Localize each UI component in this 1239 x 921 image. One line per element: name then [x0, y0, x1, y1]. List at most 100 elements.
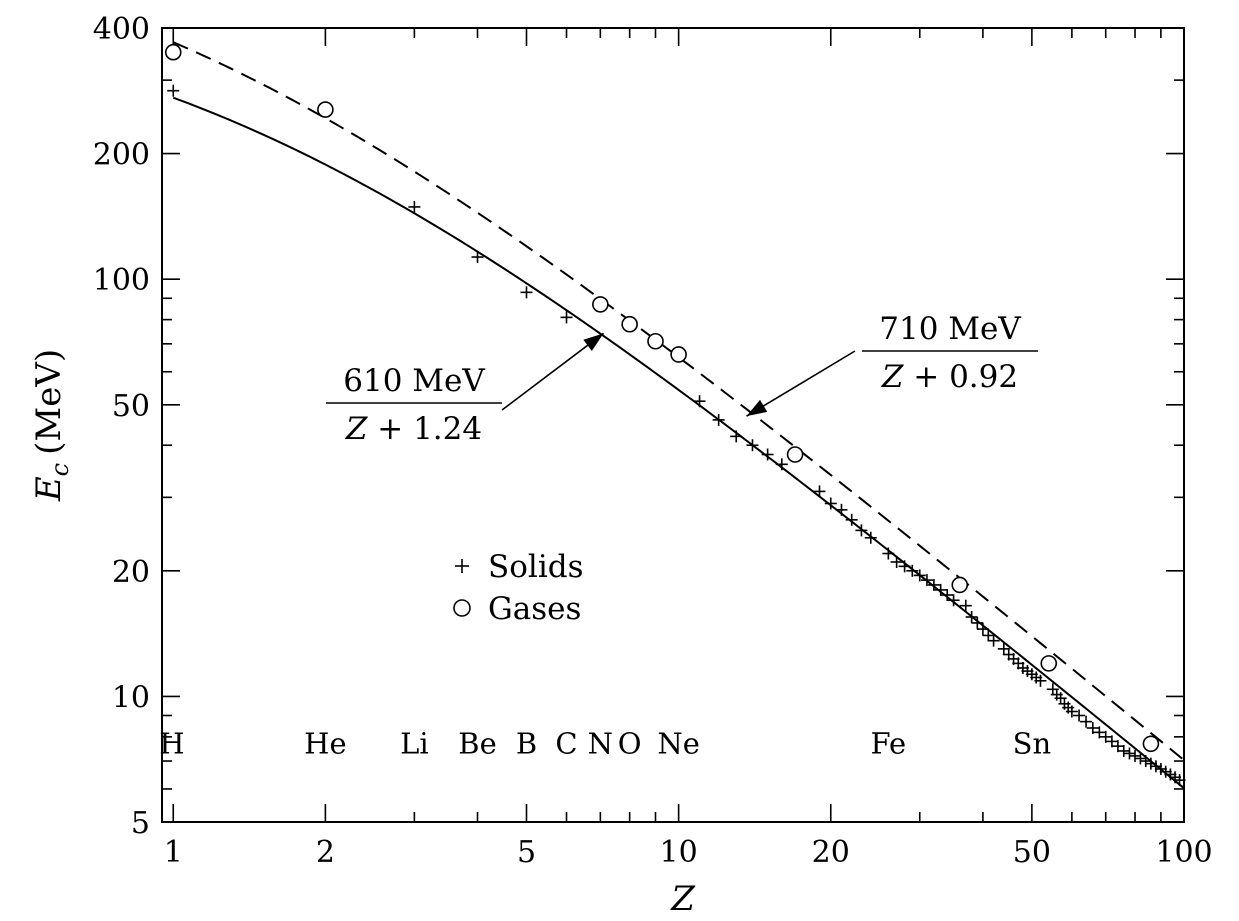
gas-point	[786, 446, 804, 463]
solid-fit-annotation-numerator: 610 MeV	[343, 363, 485, 399]
solid-fit-curve	[172, 96, 1185, 789]
gas-point	[621, 315, 638, 333]
gas-point	[317, 101, 334, 118]
solid-point	[1086, 721, 1099, 734]
solid-point	[167, 84, 180, 97]
solid-point	[835, 503, 848, 516]
solid-point	[906, 564, 919, 577]
element-label: He	[304, 726, 346, 760]
solid-point	[845, 513, 858, 526]
solid-point	[898, 560, 911, 573]
dashed-fit-annotation: 710 MeV Z + 0.92	[862, 311, 1038, 395]
solid-point	[1123, 747, 1136, 760]
legend-gases-marker	[453, 599, 471, 617]
solid-fit-arrow	[501, 332, 605, 411]
element-label: Sn	[1013, 726, 1052, 760]
gas-point	[951, 576, 969, 594]
dashed-fit-annotation-denominator-var: Z	[881, 359, 904, 395]
solid-point	[941, 589, 954, 602]
solid-point	[1134, 752, 1147, 765]
solid-point	[471, 251, 484, 264]
solid-fit-annotation-denominator-rest: + 1.24	[367, 411, 482, 447]
legend-label: Gases	[488, 591, 581, 627]
solid-point	[1117, 744, 1130, 757]
legend-label: Solids	[488, 549, 583, 585]
solid-point	[1065, 705, 1078, 718]
x-tick-label: 5	[517, 835, 536, 870]
solid-point	[1111, 740, 1124, 753]
solid-point	[824, 497, 837, 510]
solid-point	[855, 524, 868, 537]
y-tick-label: 5	[131, 806, 150, 841]
x-tick-label: 50	[1013, 835, 1051, 870]
solid-point	[520, 286, 533, 299]
x-tick-label: 1	[164, 835, 183, 870]
dashed-fit-arrow	[746, 350, 856, 417]
fit-curves	[172, 41, 1185, 789]
solid-point	[890, 555, 903, 568]
solid-point	[1093, 726, 1106, 739]
solid-point	[1080, 715, 1093, 728]
solid-point	[1139, 755, 1152, 768]
solid-point	[1149, 760, 1162, 773]
x-tick-label: 20	[812, 835, 850, 870]
element-label: N	[588, 726, 613, 760]
y-axis-label-main: E	[29, 476, 69, 502]
solid-point	[987, 634, 1000, 647]
solid-point	[927, 578, 940, 591]
axis-labels: Z Ec (MeV)	[29, 349, 696, 919]
solid-point	[913, 569, 926, 582]
y-tick-label: 50	[112, 389, 150, 424]
gas-point	[164, 43, 182, 61]
solid-point	[997, 642, 1010, 655]
y-tick-label: 400	[93, 12, 150, 47]
solid-point	[813, 485, 826, 498]
plot-frame	[161, 27, 1185, 823]
data-points	[164, 43, 1186, 787]
gas-point	[592, 296, 609, 313]
x-tick-label: 2	[316, 835, 335, 870]
y-axis-label: Ec (MeV)	[29, 349, 74, 502]
gas-point	[670, 346, 687, 363]
element-label: Be	[458, 726, 496, 760]
solid-point	[976, 623, 989, 636]
solid-fit-annotation-denominator: Z + 1.24	[345, 411, 482, 447]
y-axis-label-sub: c	[46, 463, 74, 476]
solid-fit-annotation: 610 MeV Z + 1.24	[326, 363, 502, 447]
solid-point	[560, 311, 573, 324]
solid-point	[1034, 674, 1047, 687]
solid-point	[947, 594, 960, 607]
annotations: 610 MeV Z + 1.24 710 MeV Z + 0.92	[326, 311, 1038, 447]
solid-point	[882, 547, 895, 560]
x-tick-label: 10	[660, 835, 698, 870]
solid-point	[1073, 709, 1086, 722]
solid-point	[1129, 749, 1142, 762]
solid-point	[965, 610, 978, 623]
dashed-fit-annotation-denominator-rest: + 0.92	[903, 359, 1018, 395]
element-label: O	[618, 726, 642, 760]
solid-point	[864, 531, 877, 544]
solid-fit-arrow-head	[583, 333, 604, 351]
solid-point	[761, 448, 774, 461]
solid-point	[746, 439, 759, 452]
solid-point	[1105, 735, 1118, 748]
element-label: Ne	[657, 726, 700, 760]
x-tick-label: 100	[1155, 835, 1212, 870]
solid-point	[1154, 762, 1167, 775]
solid-point	[959, 599, 972, 612]
dashed-fit-curve	[172, 41, 1185, 761]
solid-point	[982, 629, 995, 642]
solid-point	[775, 458, 788, 471]
solid-fit-annotation-denominator-var: Z	[345, 411, 368, 447]
dashed-fit-annotation-denominator: Z + 0.92	[881, 359, 1018, 395]
element-label: Li	[400, 726, 429, 760]
solid-point	[1099, 730, 1112, 743]
y-tick-label: 100	[93, 263, 150, 298]
solid-point	[712, 413, 725, 426]
element-label: C	[555, 726, 577, 760]
gas-point	[647, 332, 664, 350]
solid-point	[971, 616, 984, 629]
dashed-fit-annotation-numerator: 710 MeV	[879, 311, 1021, 347]
solid-point	[1144, 757, 1157, 770]
